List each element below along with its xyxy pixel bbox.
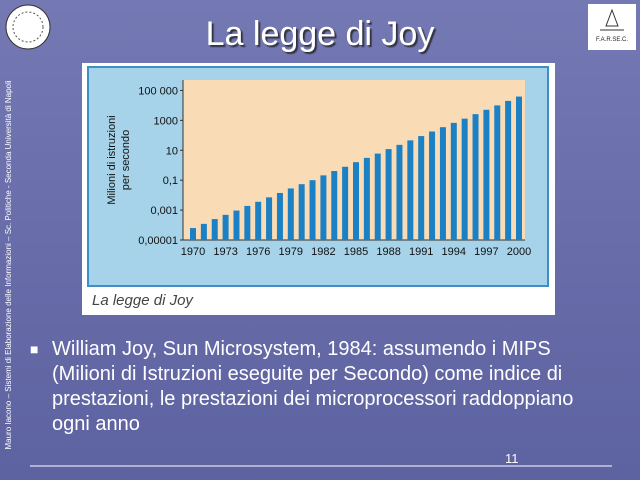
bar: [298, 184, 305, 240]
bar: [266, 197, 273, 240]
bar: [309, 180, 316, 240]
bullet-item: ■ William Joy, Sun Microsystem, 1984: ass…: [30, 337, 612, 437]
bar: [353, 162, 359, 240]
bar: [483, 109, 490, 240]
bar: [429, 131, 436, 240]
bar: [200, 223, 207, 240]
bar: [331, 171, 338, 240]
x-tick-label: 1988: [376, 246, 400, 258]
x-tick-label: 1994: [442, 246, 466, 258]
logo-left: [5, 4, 51, 50]
x-tick-label: 1997: [474, 246, 498, 258]
bar: [505, 100, 512, 240]
bullet-mark: ■: [30, 341, 39, 357]
y-tick-label: 100 000: [138, 85, 178, 97]
slide-title: La legge di Joy: [206, 15, 435, 53]
bar: [363, 157, 370, 240]
x-tick-label: 1982: [311, 246, 335, 258]
x-tick-label: 1991: [409, 246, 433, 258]
bar: [276, 192, 283, 240]
bar: [461, 118, 468, 240]
x-tick-label: 1970: [181, 246, 205, 258]
bar: [494, 105, 501, 240]
bar: [255, 201, 262, 240]
bar: [320, 175, 327, 240]
logo-left-detail: [12, 11, 44, 43]
bar: [244, 205, 251, 240]
bar: [222, 214, 229, 240]
bar: [439, 127, 446, 240]
bar: [396, 144, 403, 240]
y-tick-label: 1000: [154, 115, 178, 127]
bar: [407, 140, 414, 240]
y-tick-label: 10: [166, 145, 178, 157]
logo-right-icon: [600, 8, 624, 31]
y-tick-label: 0,001: [150, 205, 178, 217]
logo-right: [588, 4, 636, 50]
bar: [233, 210, 240, 240]
side-text: Mauro Iacono – Sistemi di Elaborazione d…: [4, 80, 13, 449]
bar: [211, 219, 218, 240]
bar: [516, 96, 522, 240]
bar: [472, 114, 479, 240]
x-tick-label: 1973: [213, 246, 237, 258]
bullet-text: William Joy, Sun Microsystem, 1984: assu…: [52, 338, 574, 435]
bar: [287, 188, 294, 240]
x-tick-label: 1979: [279, 246, 303, 258]
bar: [385, 149, 392, 240]
figure-caption: La legge di Joy: [92, 292, 194, 309]
bar: [342, 166, 349, 240]
x-tick-label: 2000: [507, 246, 531, 258]
y-axis-label: per secondo: [120, 130, 132, 191]
x-tick-label: 1985: [344, 246, 368, 258]
page-number: 11: [505, 451, 519, 466]
bar: [190, 228, 196, 240]
logo-right-text: F.A.R.SE.C.: [596, 37, 628, 43]
bar: [450, 122, 457, 240]
bar: [374, 153, 381, 240]
x-tick-label: 1976: [246, 246, 270, 258]
bar: [418, 136, 425, 240]
y-tick-label: 0,00001: [138, 235, 178, 247]
y-axis-label: Milioni di istruzioni: [106, 115, 118, 204]
y-tick-label: 0,1: [163, 175, 178, 187]
